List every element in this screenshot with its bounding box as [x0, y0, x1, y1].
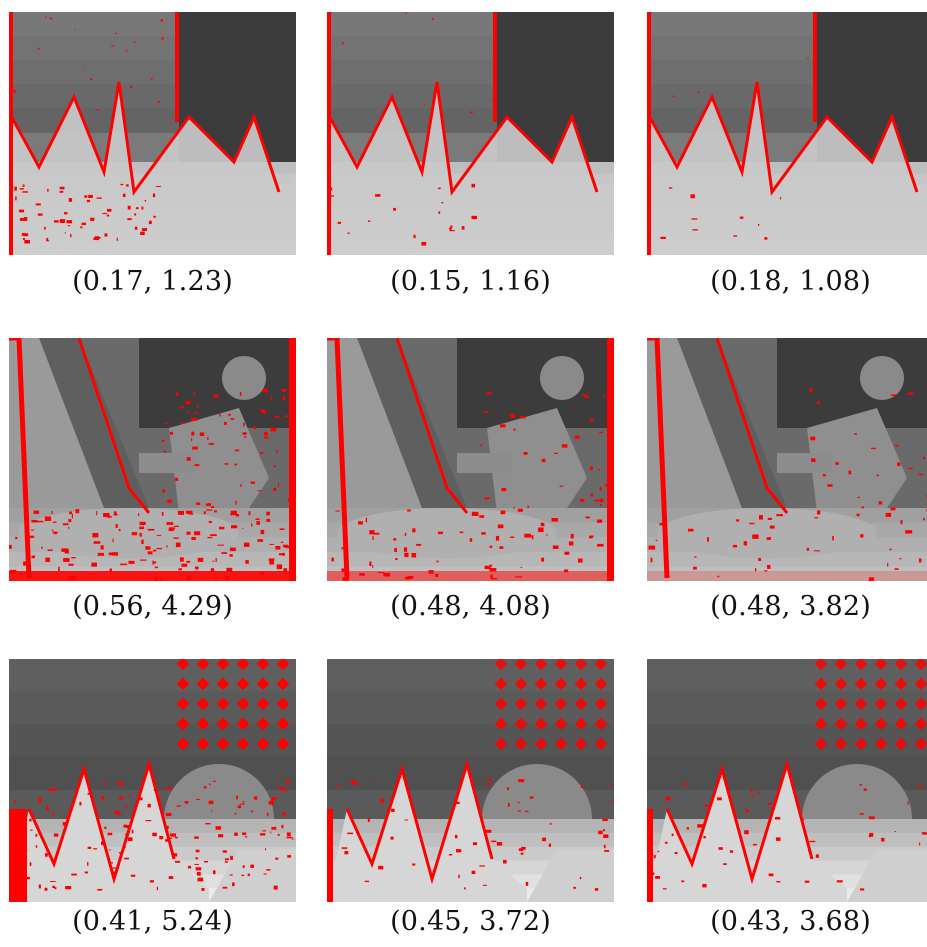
- disparity-map-image: [9, 12, 296, 255]
- disparity-map-image: [327, 659, 614, 902]
- panel-caption: (0.48, 4.08): [390, 591, 551, 622]
- disparity-map-image: [647, 659, 927, 902]
- disparity-map-image: [327, 338, 614, 581]
- panel-caption: (0.43, 3.68): [710, 906, 871, 937]
- disparity-map-image: [647, 338, 927, 581]
- disparity-map-image: [9, 338, 296, 581]
- panel-caption: (0.18, 1.08): [710, 266, 871, 297]
- panel-caption: (0.45, 3.72): [390, 906, 551, 937]
- panel-caption: (0.41, 5.24): [72, 906, 233, 937]
- panel-caption: (0.15, 1.16): [390, 266, 551, 297]
- panel-caption: (0.17, 1.23): [72, 266, 233, 297]
- disparity-map-image: [9, 659, 296, 902]
- disparity-map-image: [647, 12, 927, 255]
- disparity-map-image: [327, 12, 614, 255]
- panel-caption: (0.56, 4.29): [72, 591, 233, 622]
- panel-caption: (0.48, 3.82): [710, 591, 871, 622]
